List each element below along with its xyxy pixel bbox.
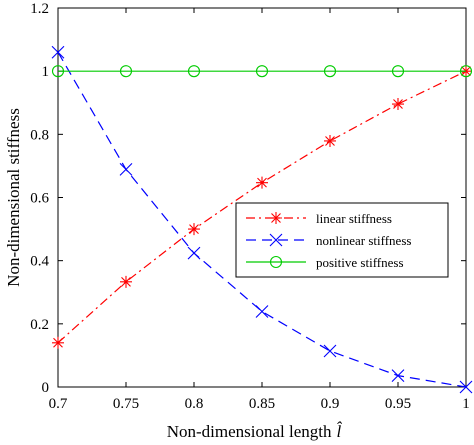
legend-item-linear-stiffness: linear stiffness [246,211,392,226]
x-marker [51,45,65,59]
x-tick-label: 0.8 [185,396,204,412]
circle-marker [269,255,283,269]
y-tick-label: 0.2 [30,317,49,333]
circle-marker [323,65,337,78]
plot-frame [57,7,467,388]
x-tick-label: 1 [462,396,470,412]
asterisk-marker [256,176,268,189]
x-tick-label: 0.75 [113,396,139,412]
x-tick-label: 0.85 [249,396,275,412]
circle-marker [119,65,133,78]
asterisk-marker [270,212,282,224]
asterisk-marker [392,98,404,111]
x-marker [459,380,473,394]
asterisk-marker [52,336,64,349]
y-tick-label: 0.8 [30,127,49,143]
y-tick-label: 0.4 [30,254,49,270]
legend-label: positive stiffness [316,255,404,270]
asterisk-marker [324,134,336,147]
series-nonlinear-stiffness [51,45,473,394]
x-tick-label: 0.9 [321,396,340,412]
x-axis-symbol: l̂ [337,422,343,441]
x-tick-label: 0.95 [385,396,411,412]
x-marker [187,246,201,260]
x-marker [119,163,133,176]
y-tick-label: 1 [42,64,50,80]
y-axis-title: Non-dimensional stiffness [4,108,23,287]
circle-marker [459,65,473,78]
circle-marker [187,65,201,78]
x-axis-title-text: Non-dimensional length [167,422,332,441]
legend: linear stiffness nonlinear stiffness posit… [235,202,449,278]
asterisk-marker [188,223,200,236]
x-tick-label: 0.7 [49,396,68,412]
legend-label: nonlinear stiffness [316,233,411,248]
circle-marker [51,65,65,78]
legend-item-nonlinear-stiffness: nonlinear stiffness [246,233,411,248]
legend-label: linear stiffness [316,211,392,226]
x-marker [269,233,283,247]
y-tick-label: 0.6 [30,191,49,207]
series-positive-stiffness [51,65,473,78]
x-marker [323,344,337,358]
x-marker [391,369,405,383]
x-marker [255,305,269,318]
circle-marker [255,65,269,78]
circle-marker [391,65,405,78]
legend-item-positive-stiffness: positive stiffness [246,255,404,270]
y-tick-label: 0 [42,380,50,396]
asterisk-marker [120,275,132,288]
y-tick-label: 1.2 [30,1,49,17]
x-axis-title: Non-dimensional length l̂ [167,422,343,441]
